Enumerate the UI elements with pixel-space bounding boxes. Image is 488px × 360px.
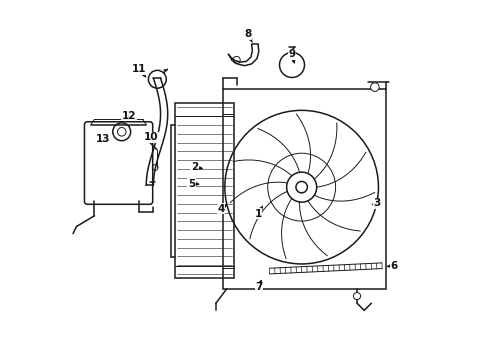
Circle shape bbox=[370, 83, 378, 91]
Text: 11: 11 bbox=[132, 64, 146, 77]
Text: 10: 10 bbox=[143, 132, 158, 142]
Text: 7: 7 bbox=[255, 280, 262, 292]
Text: 1: 1 bbox=[254, 206, 262, 219]
Text: 8: 8 bbox=[244, 29, 252, 42]
Text: 5: 5 bbox=[187, 179, 199, 189]
Text: 9: 9 bbox=[288, 49, 295, 63]
Text: 6: 6 bbox=[386, 261, 397, 271]
Text: 2: 2 bbox=[190, 162, 202, 172]
Text: 13: 13 bbox=[95, 134, 110, 144]
Text: 12: 12 bbox=[121, 111, 136, 121]
Circle shape bbox=[353, 293, 360, 300]
Text: 3: 3 bbox=[371, 198, 380, 208]
Text: 4: 4 bbox=[217, 203, 226, 213]
